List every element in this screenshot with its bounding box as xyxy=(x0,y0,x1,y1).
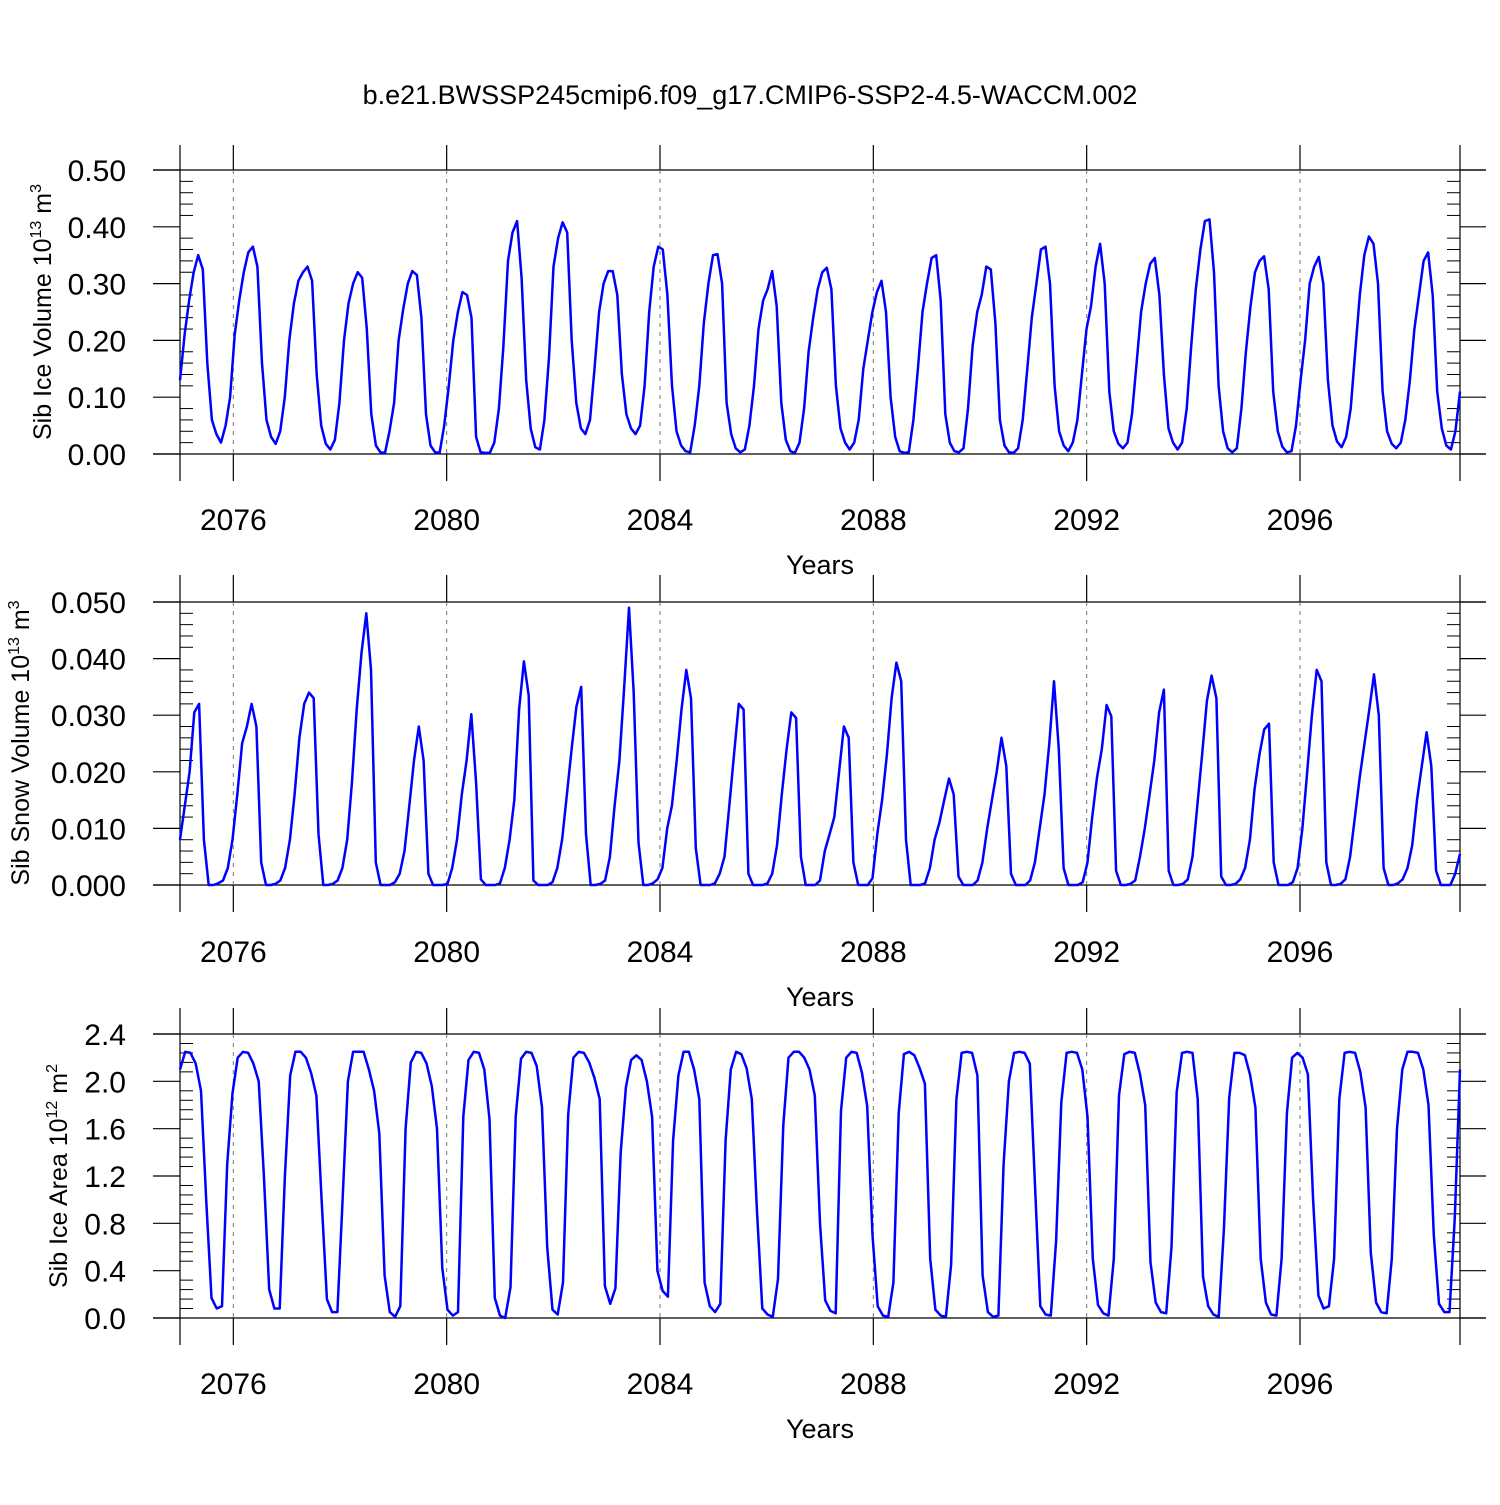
y-tick-label: 0.0 xyxy=(84,1303,126,1336)
panel-2: 2076 2080 2084 2088 2092 2096 0.000 0.010 0.020 0… xyxy=(6,575,1486,1012)
y-tick-label: 0.030 xyxy=(51,700,126,733)
panel-3: 2076 2080 2084 2088 2092 2096 0.0 0.4 0.8 1.2 1.6 2… xyxy=(44,1008,1486,1444)
x-tick-label: 2088 xyxy=(840,936,907,969)
x-tick-label: 2092 xyxy=(1053,504,1120,537)
y-axis-label: Sib Ice Area 1012 m2 xyxy=(44,1064,73,1288)
y-tick-label: 0.000 xyxy=(51,870,126,903)
x-tick-label: 2088 xyxy=(840,1368,907,1401)
y-tick-label: 0.010 xyxy=(51,813,126,846)
x-tick-label: 2092 xyxy=(1053,936,1120,969)
y-tick-label: 0.00 xyxy=(68,439,126,472)
y-tick-label: 2.0 xyxy=(84,1066,126,1099)
x-tick-label: 2080 xyxy=(413,1368,480,1401)
y-tick-label: 0.20 xyxy=(68,325,126,358)
y-axis-label: Sib Snow Volume 1013 m3 xyxy=(6,600,35,885)
x-tick-label: 2080 xyxy=(413,936,480,969)
y-tick-label: 0.10 xyxy=(68,382,126,415)
x-tick-label: 2080 xyxy=(413,504,480,537)
x-axis-label: Years xyxy=(786,1414,854,1444)
x-axis-label: Years xyxy=(786,550,854,580)
x-tick-label: 2084 xyxy=(627,504,694,537)
y-axis-label: Sib Ice Volume 1013 m3 xyxy=(28,184,57,440)
x-tick-label: 2084 xyxy=(627,1368,694,1401)
x-tick-label: 2076 xyxy=(200,1368,267,1401)
y-tick-label: 2.4 xyxy=(84,1019,126,1052)
x-tick-label: 2088 xyxy=(840,504,907,537)
y-tick-label: 0.040 xyxy=(51,644,126,677)
y-tick-label: 0.050 xyxy=(51,587,126,620)
series-line-1 xyxy=(178,218,1462,455)
y-tick-label: 0.40 xyxy=(68,212,126,245)
panel-1: 2076 2080 2084 2088 2092 2096 0.00 0.10 0.20 0.30… xyxy=(28,145,1486,580)
x-tick-label: 2096 xyxy=(1267,936,1334,969)
x-tick-label: 2096 xyxy=(1267,1368,1334,1401)
x-tick-label: 2076 xyxy=(200,936,267,969)
y-tick-label: 0.020 xyxy=(51,757,126,790)
y-tick-label: 0.30 xyxy=(68,269,126,302)
y-tick-label: 0.50 xyxy=(68,155,126,188)
x-axis-label: Years xyxy=(786,982,854,1012)
y-tick-label: 1.2 xyxy=(84,1161,126,1194)
series-line-1 xyxy=(178,606,1462,887)
x-tick-label: 2084 xyxy=(627,936,694,969)
x-tick-label: 2076 xyxy=(200,504,267,537)
x-tick-label: 2096 xyxy=(1267,504,1334,537)
figure-title: b.e21.BWSSP245cmip6.f09_g17.CMIP6-SSP2-4… xyxy=(362,80,1138,110)
x-tick-label: 2092 xyxy=(1053,1368,1120,1401)
series-line-1 xyxy=(178,1050,1462,1320)
y-tick-label: 0.4 xyxy=(84,1256,126,1289)
y-tick-label: 0.8 xyxy=(84,1208,126,1241)
y-tick-label: 1.6 xyxy=(84,1114,126,1147)
